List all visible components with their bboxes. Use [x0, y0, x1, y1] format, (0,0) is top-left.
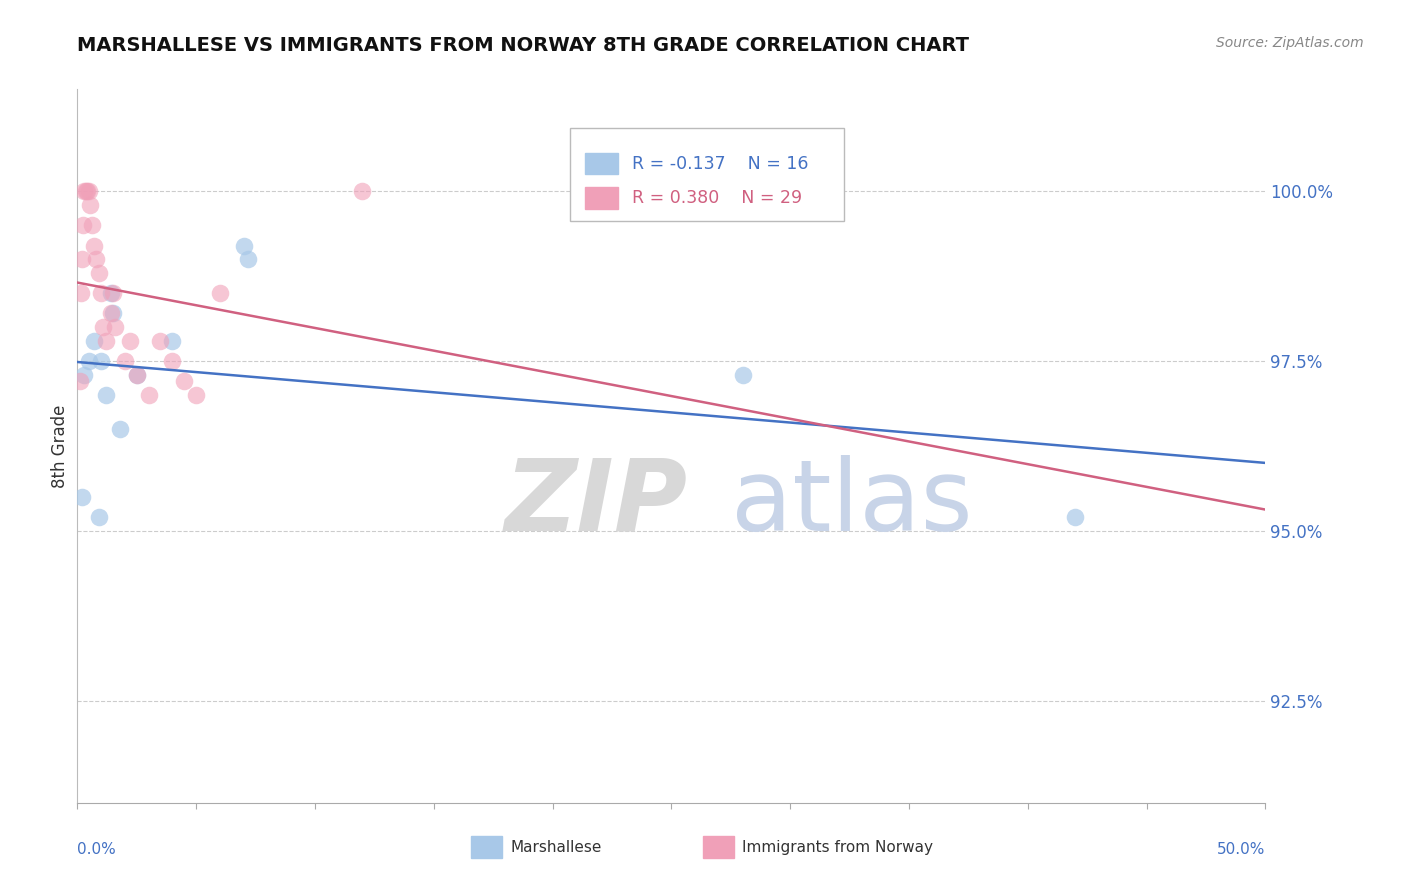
Point	[73, 368, 96, 382]
Point	[70, 252, 93, 266]
Point	[162, 354, 184, 368]
Point	[173, 375, 195, 389]
Point	[72, 218, 94, 232]
Point	[125, 368, 148, 382]
Point	[114, 354, 136, 368]
Point	[70, 286, 93, 301]
Text: R = -0.137    N = 16: R = -0.137 N = 16	[633, 154, 808, 173]
Text: R = 0.380    N = 29: R = 0.380 N = 29	[633, 189, 803, 207]
Point	[100, 286, 122, 301]
FancyBboxPatch shape	[571, 128, 844, 221]
Point	[77, 184, 100, 198]
Point	[79, 198, 101, 212]
Point	[93, 320, 115, 334]
Point	[352, 184, 374, 198]
Point	[149, 334, 172, 348]
Bar	[585, 153, 617, 175]
Text: 50.0%: 50.0%	[1218, 842, 1265, 856]
Point	[138, 388, 160, 402]
Point	[70, 490, 93, 504]
Point	[125, 368, 148, 382]
Point	[162, 334, 184, 348]
Point	[87, 266, 110, 280]
Point	[232, 238, 254, 252]
Point	[69, 375, 91, 389]
Point	[101, 306, 124, 320]
Point	[83, 238, 105, 252]
Point	[73, 184, 96, 198]
Text: Marshallese: Marshallese	[510, 840, 602, 855]
Point	[1064, 510, 1087, 524]
Point	[94, 334, 117, 348]
Point	[76, 184, 98, 198]
Bar	[585, 187, 617, 209]
Point	[94, 388, 117, 402]
Y-axis label: 8th Grade: 8th Grade	[51, 404, 69, 488]
Point	[104, 320, 127, 334]
Text: MARSHALLESE VS IMMIGRANTS FROM NORWAY 8TH GRADE CORRELATION CHART: MARSHALLESE VS IMMIGRANTS FROM NORWAY 8T…	[77, 36, 969, 54]
Point	[90, 354, 112, 368]
Point	[108, 422, 131, 436]
Text: ZIP: ZIP	[505, 455, 688, 551]
Text: Source: ZipAtlas.com: Source: ZipAtlas.com	[1216, 36, 1364, 50]
Point	[186, 388, 208, 402]
Point	[75, 184, 97, 198]
Point	[731, 368, 754, 382]
Point	[100, 306, 122, 320]
Point	[90, 286, 112, 301]
Text: atlas: atlas	[731, 455, 973, 551]
Point	[238, 252, 260, 266]
Point	[101, 286, 124, 301]
Point	[118, 334, 141, 348]
Point	[77, 354, 100, 368]
Point	[80, 218, 103, 232]
Point	[87, 510, 110, 524]
Point	[208, 286, 231, 301]
Text: Immigrants from Norway: Immigrants from Norway	[742, 840, 934, 855]
Point	[86, 252, 108, 266]
Text: 0.0%: 0.0%	[77, 842, 117, 856]
Point	[83, 334, 105, 348]
